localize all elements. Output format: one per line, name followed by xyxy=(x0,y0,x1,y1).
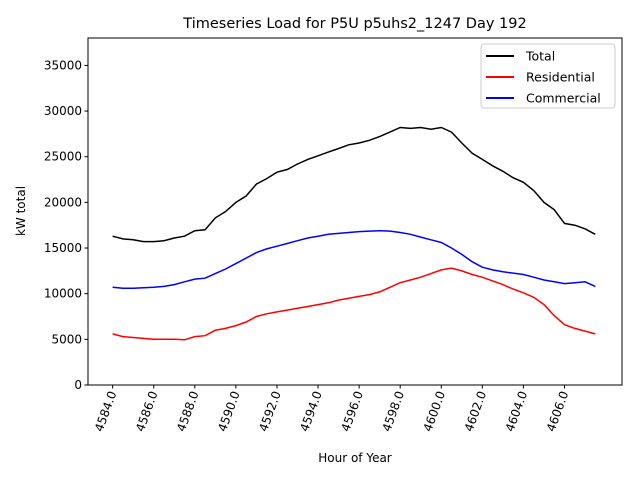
series-line-commercial xyxy=(112,229,596,289)
y-tick-label: 0 xyxy=(74,378,82,392)
legend-label: Residential xyxy=(526,70,595,85)
x-tick-label: 4592.0 xyxy=(256,389,284,433)
x-tick-label: 4606.0 xyxy=(544,389,572,433)
x-tick-label: 4594.0 xyxy=(297,389,325,433)
x-tick-label: 4586.0 xyxy=(133,389,161,433)
plot-area xyxy=(112,126,596,341)
x-tick-label: 4598.0 xyxy=(379,389,407,433)
y-tick-label: 30000 xyxy=(44,104,82,118)
chart-title: Timeseries Load for P5U p5uhs2_1247 Day … xyxy=(182,16,526,32)
x-tick-label: 4590.0 xyxy=(215,389,243,433)
x-tick-label: 4602.0 xyxy=(462,389,490,433)
y-tick-label: 25000 xyxy=(44,150,82,164)
x-tick-label: 4604.0 xyxy=(503,389,531,433)
y-tick-label: 20000 xyxy=(44,195,82,209)
x-tick-label: 4596.0 xyxy=(338,389,366,433)
series-line-total xyxy=(112,126,596,243)
x-tick-label: 4584.0 xyxy=(92,389,120,433)
x-tick-label: 4588.0 xyxy=(174,389,202,433)
y-axis: 0 5000 10000 15000 20000 25000 30000 35000 xyxy=(44,58,88,392)
y-tick-label: 5000 xyxy=(51,332,82,346)
legend: Total Residential Commercial xyxy=(480,43,616,109)
legend-label: Total xyxy=(525,49,555,64)
legend-box xyxy=(480,43,616,109)
y-tick-label: 10000 xyxy=(44,287,82,301)
y-tick-label: 15000 xyxy=(44,241,82,255)
x-axis-label: Hour of Year xyxy=(318,451,392,465)
y-tick-label: 35000 xyxy=(44,58,82,72)
plot-frame xyxy=(87,37,623,386)
legend-label: Commercial xyxy=(526,91,601,106)
y-axis-label: kW total xyxy=(14,186,28,236)
x-tick-label: 4600.0 xyxy=(421,389,449,433)
x-axis: 4584.0 4586.0 4588.0 4590.0 4592.0 4594.0 4596… xyxy=(92,385,571,433)
series-line-residential xyxy=(112,267,596,341)
